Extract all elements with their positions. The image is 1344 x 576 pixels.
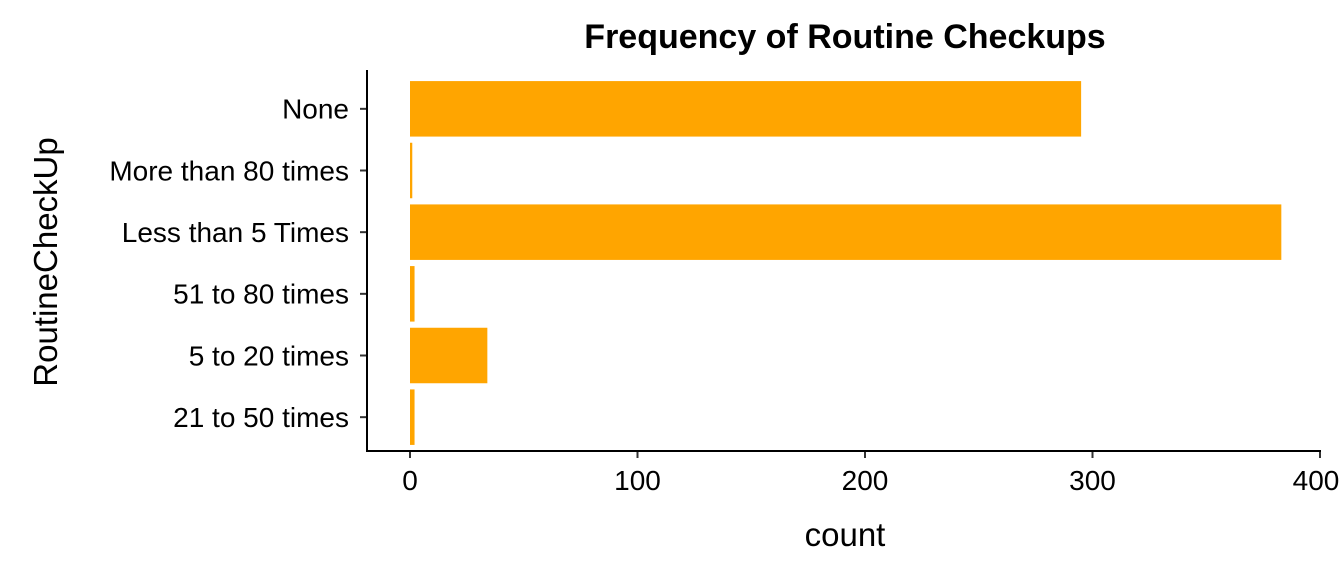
y-axis-label: RoutineCheckUp [27, 137, 64, 386]
bar [410, 389, 415, 445]
x-tick-label: 300 [1069, 465, 1116, 496]
y-tick-label: More than 80 times [109, 155, 349, 186]
x-axis-ticks: 0 100 200 300 400 [402, 451, 1339, 496]
chart-title: Frequency of Routine Checkups [584, 18, 1105, 56]
x-axis-label: count [805, 516, 886, 553]
bar [410, 142, 413, 199]
x-tick-label: 100 [614, 465, 661, 496]
bar [410, 81, 1082, 137]
bars-layer [410, 81, 1282, 445]
y-tick-label: 21 to 50 times [173, 402, 349, 433]
y-tick-label: 51 to 80 times [173, 279, 349, 310]
y-tick-label: Less than 5 Times [122, 217, 349, 248]
bar [410, 327, 488, 384]
y-tick-label: 5 to 20 times [189, 340, 349, 371]
x-tick-label: 0 [402, 465, 418, 496]
bar [410, 204, 1282, 260]
x-tick-label: 200 [842, 465, 889, 496]
y-tick-label: None [282, 94, 349, 125]
bar [410, 266, 415, 322]
x-tick-label: 400 [1293, 465, 1340, 496]
y-axis-ticks: None More than 80 times Less than 5 Times 5… [109, 94, 367, 433]
